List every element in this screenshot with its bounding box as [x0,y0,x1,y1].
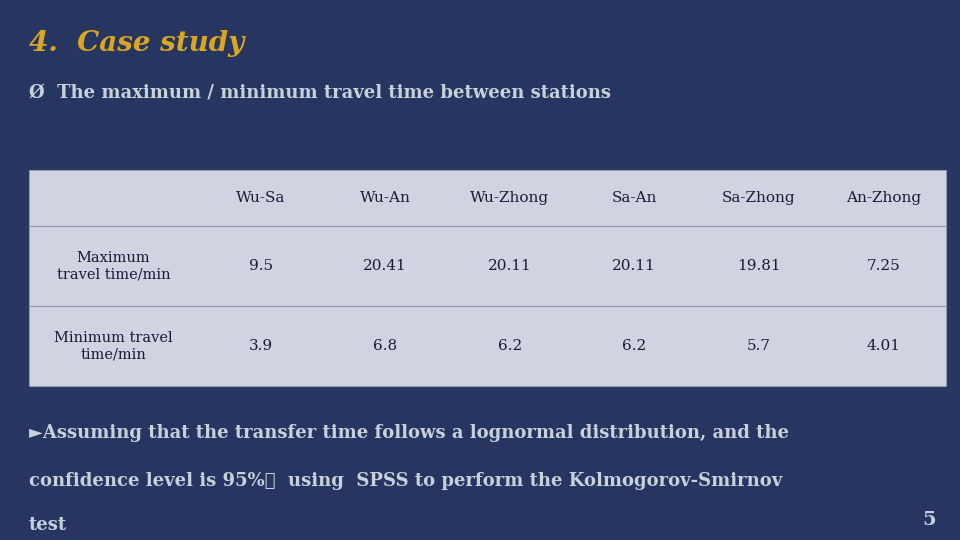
Text: 7.25: 7.25 [867,259,900,273]
Text: Minimum travel
time/min: Minimum travel time/min [55,331,173,361]
Text: Sa-An: Sa-An [612,191,657,205]
Text: 19.81: 19.81 [737,259,780,273]
Text: Wu-Zhong: Wu-Zhong [470,191,549,205]
Text: 20.41: 20.41 [363,259,407,273]
Text: Wu-Sa: Wu-Sa [236,191,285,205]
Text: Ø  The maximum / minimum travel time between stations: Ø The maximum / minimum travel time betw… [29,84,611,102]
Text: test: test [29,516,67,534]
Text: 20.11: 20.11 [488,259,532,273]
Text: 6.2: 6.2 [497,339,522,353]
Text: 5.7: 5.7 [747,339,771,353]
Text: 9.5: 9.5 [249,259,273,273]
Text: Sa-Zhong: Sa-Zhong [722,191,796,205]
Text: Maximum
travel time/min: Maximum travel time/min [57,251,171,281]
Text: ►Assuming that the transfer time follows a lognormal distribution, and the: ►Assuming that the transfer time follows… [29,424,789,442]
Text: confidence level is 95%，  using  SPSS to perform the Kolmogorov-Smirnov: confidence level is 95%， using SPSS to p… [29,472,782,490]
Text: 3.9: 3.9 [249,339,273,353]
Text: 4.01: 4.01 [866,339,900,353]
Text: 5: 5 [923,511,936,529]
Text: 20.11: 20.11 [612,259,656,273]
Text: 6.8: 6.8 [373,339,397,353]
Text: Wu-An: Wu-An [360,191,411,205]
Text: 4.  Case study: 4. Case study [29,30,244,57]
Text: 6.2: 6.2 [622,339,646,353]
Text: An-Zhong: An-Zhong [846,191,921,205]
